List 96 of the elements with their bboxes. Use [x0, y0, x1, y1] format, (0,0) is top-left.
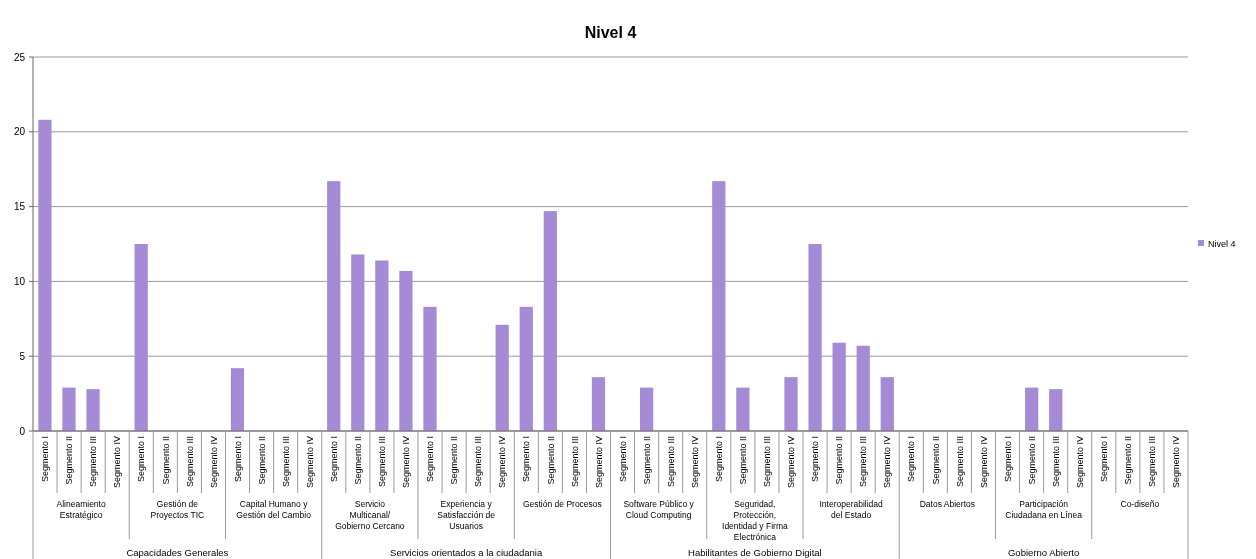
- bar: [86, 389, 100, 431]
- text: Experiencia y Satisfacción de Usuarios: [437, 499, 496, 531]
- text: Servicios orientados a la ciudadania: [390, 547, 543, 558]
- bar: [399, 270, 413, 431]
- x-tick-label: Segmento IV: [786, 436, 797, 489]
- x-tick-label: Segmento I: [1098, 436, 1109, 483]
- x-tick-label: Segmento I: [425, 436, 436, 483]
- x-tick-label: Segmento IV: [1074, 436, 1085, 489]
- bar: [736, 387, 750, 431]
- x-tick-label: Segmento IV: [689, 436, 700, 489]
- x-tick-label: Segmento II: [352, 436, 363, 485]
- x-tick-label: Segmento III: [88, 436, 99, 488]
- bar: [591, 377, 606, 431]
- x-tick-label: Segmento II: [1026, 436, 1037, 485]
- x-tick-label: Segmento II: [834, 436, 845, 485]
- text: Co-diseño: [1120, 499, 1160, 509]
- chart-title: Nivel 4: [584, 24, 637, 41]
- bar: [351, 254, 365, 431]
- y-tick-label: 0: [19, 425, 26, 437]
- bar: [880, 377, 894, 431]
- x-tick-label: Segmento III: [569, 436, 580, 488]
- x-tick-label: Segmento I: [232, 436, 243, 483]
- text: Habilitantes de Gobierno Digital: [688, 547, 822, 558]
- bar: [423, 306, 437, 431]
- x-tick-label: Segmento IV: [208, 436, 219, 489]
- y-tick-label: 20: [13, 126, 26, 138]
- text: Capacidades Generales: [126, 547, 229, 558]
- bar: [134, 244, 148, 431]
- text: Gobierno Abierto: [1007, 547, 1080, 558]
- text: Software Público y Cloud Computing: [623, 499, 695, 520]
- y-tick-label: 5: [19, 350, 26, 362]
- y-tick-label: 15: [13, 201, 26, 213]
- x-tick-label: Segmento III: [473, 436, 484, 488]
- x-tick-label: Segmento III: [954, 436, 965, 488]
- bar: [62, 387, 76, 431]
- y-tick-label: 25: [13, 51, 26, 63]
- bar: [784, 377, 798, 431]
- bar: [230, 368, 245, 431]
- x-tick-label: Segmento II: [1122, 436, 1133, 485]
- x-tick-label: Segmento I: [1002, 436, 1013, 483]
- bar: [38, 119, 52, 431]
- x-tick-label: Segmento I: [617, 436, 628, 483]
- x-tick-label: Segmento I: [906, 436, 917, 483]
- bar: [1049, 389, 1063, 431]
- x-tick-label: Segmento I: [521, 436, 532, 483]
- x-tick-label: Segmento I: [713, 436, 724, 483]
- x-tick-label: Segmento III: [184, 436, 195, 488]
- bar: [375, 260, 389, 431]
- x-tick-label: Segmento III: [377, 436, 388, 488]
- x-tick-label: Segmento II: [737, 436, 748, 485]
- x-tick-label: Segmento II: [545, 436, 556, 485]
- text: Gestión de Proyectos TIC: [150, 499, 205, 520]
- x-tick-label: Segmento II: [641, 436, 652, 485]
- x-tick-label: Segmento IV: [401, 436, 412, 489]
- x-tick-label: Segmento III: [1050, 436, 1061, 488]
- x-tick-label: Segmento IV: [882, 436, 893, 489]
- x-tick-label: Segmento III: [665, 436, 676, 488]
- bar: [1025, 387, 1039, 431]
- x-tick-label: Segmento II: [160, 436, 171, 485]
- x-tick-label: Segmento II: [449, 436, 460, 485]
- x-tick-label: Segmento IV: [978, 436, 989, 489]
- x-tick-label: Segmento IV: [497, 436, 508, 489]
- bar: [543, 211, 557, 431]
- bar: [327, 181, 341, 431]
- bar: [856, 345, 870, 431]
- x-tick-label: Segmento I: [328, 436, 339, 483]
- x-tick-label: Segmento II: [64, 436, 75, 485]
- text: Alineamiento Estratégico: [56, 499, 106, 520]
- x-tick-label: Segmento I: [40, 436, 51, 483]
- x-tick-label: Segmento II: [256, 436, 267, 485]
- text: Capital Humano y Gestión del Cambio: [236, 499, 312, 520]
- x-tick-label: Segmento III: [762, 436, 773, 488]
- text: Gestión de Procesos: [522, 499, 602, 509]
- text: Interoperabilidad del Estado: [819, 499, 884, 520]
- text: Datos Abiertos: [919, 499, 976, 509]
- text: Seguridad, Protección, Identidad y Firma Electrónica: [722, 499, 788, 542]
- legend-label: Nivel 4: [1208, 238, 1236, 249]
- x-tick-label: Segmento IV: [304, 436, 315, 489]
- x-tick-label: Segmento IV: [593, 436, 604, 489]
- y-tick-label: 10: [13, 275, 26, 287]
- bar: [832, 342, 846, 431]
- x-tick-label: Segmento III: [858, 436, 869, 488]
- x-tick-label: Segmento IV: [1171, 436, 1182, 489]
- x-tick-label: Segmento III: [1147, 436, 1158, 488]
- text: Participación Ciudadana en Línea: [1005, 499, 1083, 520]
- x-tick-label: Segmento II: [930, 436, 941, 485]
- x-tick-label: Segmento I: [810, 436, 821, 483]
- x-tick-label: Segmento III: [280, 436, 291, 488]
- bar: [495, 324, 509, 431]
- bar: [639, 387, 654, 431]
- bar: [808, 244, 822, 431]
- text: Servicio Multicanal/ Gobierno Cercano: [335, 499, 405, 531]
- bar: [519, 306, 533, 431]
- bar: [712, 181, 726, 431]
- x-tick-label: Segmento IV: [112, 436, 123, 489]
- x-tick-label: Segmento I: [136, 436, 147, 483]
